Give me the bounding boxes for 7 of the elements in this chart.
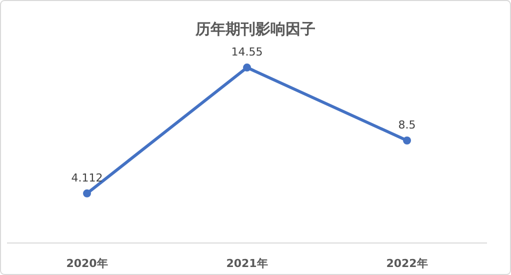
data-label: 4.112 — [71, 171, 103, 184]
chart-title: 历年期刊影响因子 — [194, 20, 316, 38]
x-tick-label: 2020年 — [66, 257, 108, 270]
x-tick-label: 2021年 — [226, 257, 268, 270]
data-label: 8.5 — [398, 118, 416, 132]
x-tick-label: 2022年 — [386, 257, 428, 270]
data-label: 14.55 — [231, 46, 263, 59]
